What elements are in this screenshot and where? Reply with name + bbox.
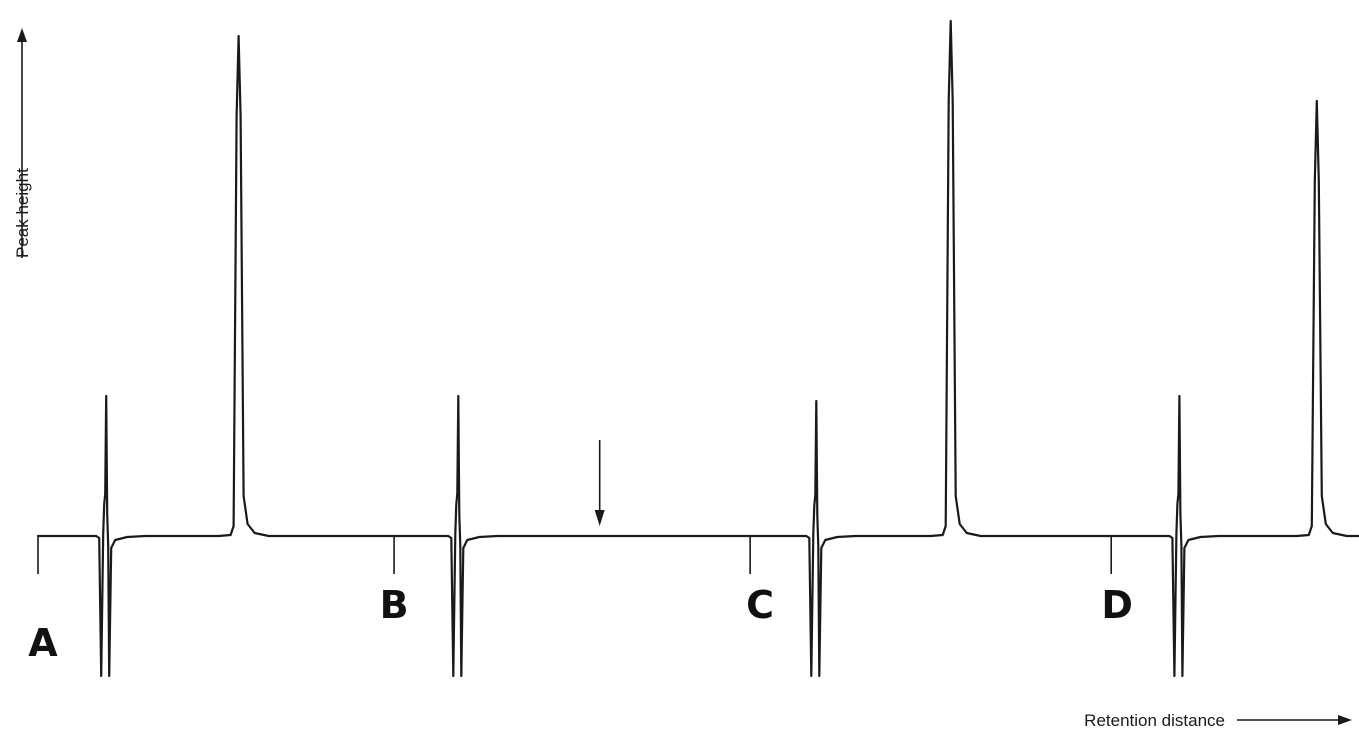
marker-label-c: C xyxy=(746,583,774,627)
x-axis-label: Retention distance xyxy=(1084,711,1225,730)
annotation-layer xyxy=(594,440,605,526)
marker-layer: A B C D xyxy=(28,536,1133,665)
marker-label-a: A xyxy=(28,621,58,665)
down-arrow-head xyxy=(594,510,605,526)
chromatogram-trace xyxy=(36,19,1359,678)
y-axis-arrowhead xyxy=(17,28,27,42)
y-axis-label: Peak height xyxy=(13,168,32,258)
chart-axes: Peak height Retention distance xyxy=(13,28,1352,730)
x-axis-arrowhead xyxy=(1338,715,1352,725)
marker-label-d: D xyxy=(1101,583,1133,627)
marker-label-b: B xyxy=(380,583,409,627)
chromatogram-trace-layer xyxy=(36,19,1359,678)
